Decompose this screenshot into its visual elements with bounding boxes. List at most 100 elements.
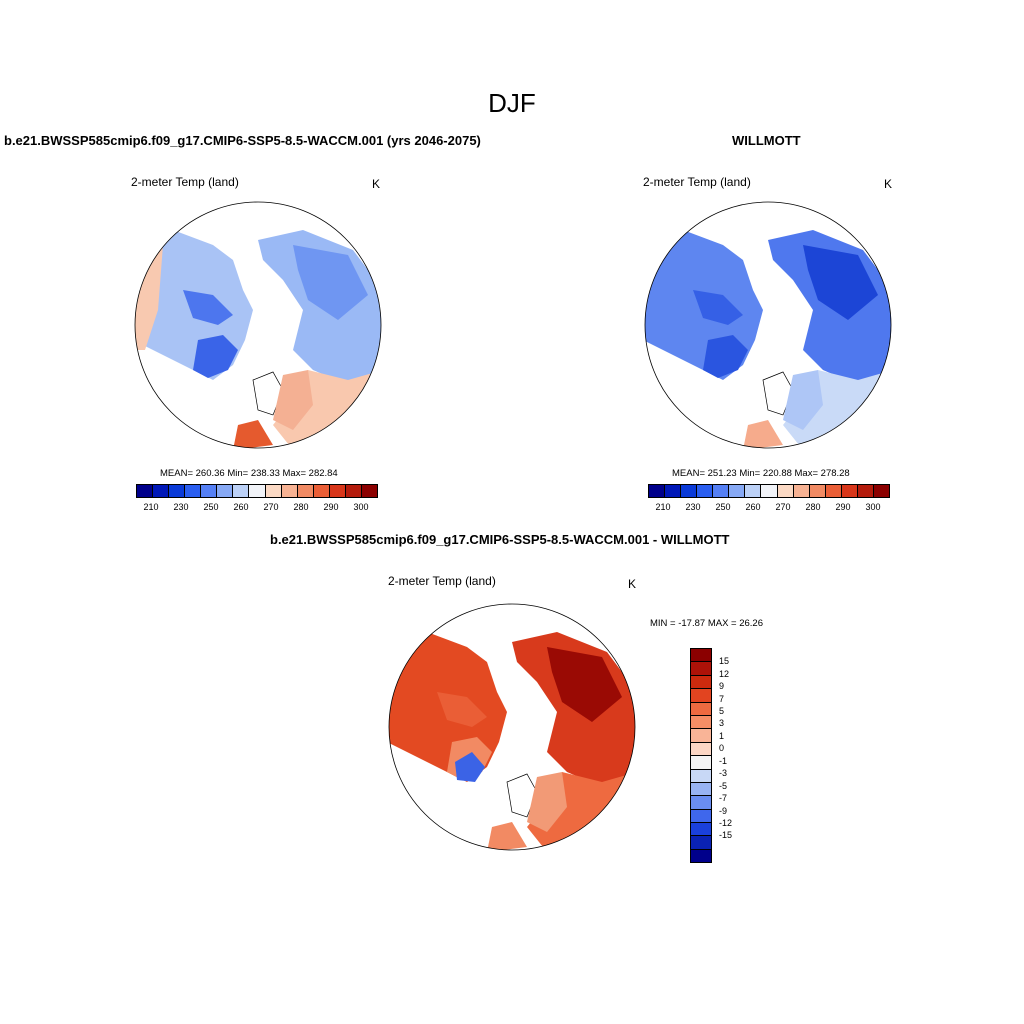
arctic-archipelago: [437, 692, 487, 727]
colorbar-tick: -5: [719, 781, 728, 791]
colorbar-swatch: [691, 796, 711, 810]
colorbar-swatch: [777, 485, 794, 497]
colorbar-swatch: [691, 675, 711, 690]
colorbar-tick: -7: [719, 793, 728, 803]
colorbar-tick: 300: [353, 502, 369, 512]
colorbar-swatch: [691, 823, 711, 837]
colorbar-tick: 270: [263, 502, 279, 512]
colorbar-tick: 7: [719, 694, 725, 704]
colorbar-swatch: [153, 485, 170, 497]
colorbar-swatch: [137, 485, 154, 497]
colorbar-swatch: [281, 485, 298, 497]
colorbar-swatch: [857, 485, 874, 497]
western-europe: [743, 420, 783, 448]
panel-3-colorbar: [690, 648, 712, 864]
colorbar-tick: 0: [719, 743, 725, 753]
hudson-bay-region: [703, 335, 748, 378]
panel-2-colorbar: [648, 484, 890, 498]
colorbar-swatch: [691, 662, 711, 676]
panel-1-colorbar: [136, 484, 378, 498]
colorbar-tick: 5: [719, 706, 725, 716]
panel-2-stats: MEAN= 251.23 Min= 220.88 Max= 278.28: [672, 468, 850, 479]
western-europe-hot: [233, 420, 273, 448]
colorbar-tick: 3: [719, 718, 725, 728]
panel-2-units: K: [884, 177, 893, 191]
colorbar-tick: 280: [805, 502, 821, 512]
colorbar-tick: 230: [173, 502, 189, 512]
colorbar-tick: -1: [719, 756, 728, 766]
panel-3-title: b.e21.BWSSP585cmip6.f09_g17.CMIP6-SSP5-8…: [270, 532, 730, 547]
colorbar-swatch: [313, 485, 330, 497]
colorbar-tick: -12: [719, 818, 733, 828]
colorbar-swatch: [691, 649, 711, 663]
siberia-strong-warming: [547, 647, 622, 722]
colorbar-swatch: [265, 485, 282, 497]
colorbar-tick: 1: [719, 731, 725, 741]
panel-1-polar-map: [134, 201, 382, 449]
hudson-bay-cold-anomaly: [455, 752, 485, 782]
colorbar-swatch: [729, 485, 746, 497]
hudson-bay-region: [193, 335, 238, 378]
panel-1-units: K: [372, 177, 381, 191]
scandinavia: [527, 772, 567, 832]
scandinavia: [783, 370, 823, 430]
colorbar-swatch: [233, 485, 250, 497]
colorbar-tick: 300: [865, 502, 881, 512]
colorbar-swatch: [691, 836, 711, 850]
colorbar-tick: 270: [775, 502, 791, 512]
colorbar-swatch: [691, 742, 711, 757]
colorbar-swatch: [793, 485, 810, 497]
colorbar-tick: 290: [323, 502, 339, 512]
colorbar-tick: 280: [293, 502, 309, 512]
panel-1-variable: 2-meter Temp (land): [131, 175, 239, 189]
colorbar-swatch: [745, 485, 762, 497]
panel-3-polar-map: [388, 603, 636, 851]
siberia-cold: [803, 245, 878, 320]
colorbar-swatch: [691, 769, 711, 783]
colorbar-swatch: [665, 485, 682, 497]
colorbar-swatch: [761, 485, 778, 497]
colorbar-swatch: [297, 485, 314, 497]
colorbar-tick: 290: [835, 502, 851, 512]
panel-3-stats: MIN = -17.87 MAX = 26.26: [650, 618, 764, 629]
colorbar-tick: 250: [715, 502, 731, 512]
colorbar-swatch: [809, 485, 826, 497]
colorbar-tick: 210: [143, 502, 159, 512]
colorbar-swatch: [841, 485, 858, 497]
panel-3-units: K: [628, 577, 637, 591]
colorbar-swatch: [691, 729, 711, 743]
colorbar-tick: 15: [719, 656, 730, 666]
colorbar-tick: -3: [719, 768, 728, 778]
colorbar-swatch: [217, 485, 234, 497]
colorbar-swatch: [713, 485, 730, 497]
colorbar-swatch: [345, 485, 362, 497]
arctic-archipelago: [183, 290, 233, 325]
panel-2-title: WILLMOTT: [732, 133, 801, 148]
colorbar-swatch: [249, 485, 266, 497]
scandinavia: [273, 370, 313, 430]
colorbar-swatch: [691, 849, 711, 863]
colorbar-swatch: [185, 485, 202, 497]
colorbar-tick: 9: [719, 681, 725, 691]
panel-3-variable: 2-meter Temp (land): [388, 574, 496, 588]
colorbar-swatch: [169, 485, 186, 497]
colorbar-tick: 260: [745, 502, 761, 512]
colorbar-tick: -9: [719, 806, 728, 816]
colorbar-swatch: [825, 485, 842, 497]
colorbar-swatch: [691, 689, 711, 703]
colorbar-swatch: [649, 485, 666, 497]
panel-1-stats: MEAN= 260.36 Min= 238.33 Max= 282.84: [160, 468, 338, 479]
western-europe: [487, 822, 527, 850]
colorbar-swatch: [697, 485, 714, 497]
colorbar-tick: 12: [719, 669, 730, 679]
panel-1-title: b.e21.BWSSP585cmip6.f09_g17.CMIP6-SSP5-8…: [4, 133, 481, 148]
colorbar-swatch: [691, 715, 711, 730]
colorbar-tick: -15: [719, 830, 733, 840]
siberia-cold: [293, 245, 368, 320]
colorbar-swatch: [361, 485, 377, 497]
colorbar-tick: 260: [233, 502, 249, 512]
panel-2-variable: 2-meter Temp (land): [643, 175, 751, 189]
colorbar-swatch: [873, 485, 889, 497]
colorbar-swatch: [691, 782, 711, 797]
colorbar-swatch: [691, 756, 711, 770]
